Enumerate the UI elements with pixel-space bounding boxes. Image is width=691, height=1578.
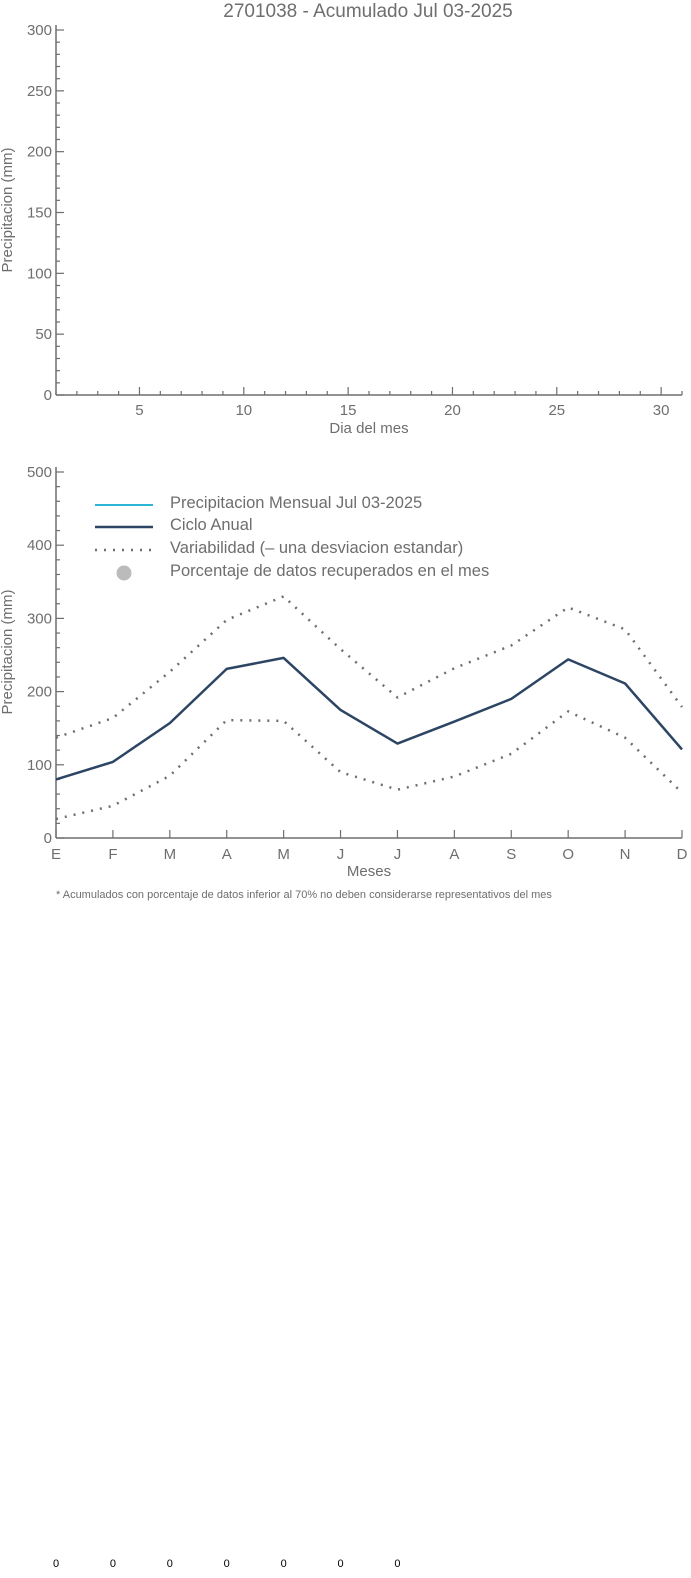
monthly-x-tick-label: J bbox=[337, 846, 345, 863]
monthly-x-tick-label: E bbox=[51, 846, 61, 863]
daily-x-tick-label: 10 bbox=[235, 402, 252, 419]
annual-cycle-line bbox=[55, 656, 683, 781]
daily-x-tick-label: 5 bbox=[135, 402, 143, 419]
monthly-y-tick-label: 400 bbox=[27, 537, 52, 554]
daily-y-tick-label: 200 bbox=[27, 144, 52, 161]
monthly-y-tick-label: 300 bbox=[27, 610, 52, 627]
daily-y-tick-label: 50 bbox=[35, 326, 52, 343]
daily-y-axis-label: Precipitacion (mm) bbox=[0, 147, 16, 272]
monthly-x-tick-label: F bbox=[108, 846, 117, 863]
monthly-x-tick-label: A bbox=[449, 846, 459, 863]
percent-value: 0 bbox=[53, 1558, 59, 1570]
daily-x-ticks: 5 10 15 20 25 30 bbox=[55, 387, 683, 419]
percent-value: 0 bbox=[167, 1558, 173, 1570]
percent-value: 0 bbox=[281, 1558, 287, 1570]
variability-line-1 bbox=[55, 595, 684, 739]
percent-value: 0 bbox=[110, 1558, 116, 1570]
legend-marker-porcentaje bbox=[116, 565, 132, 581]
monthly-y-axis-label: Precipitacion (mm) bbox=[0, 589, 16, 714]
monthly-x-tick-label: J bbox=[394, 846, 402, 863]
monthly-y-tick-label: 100 bbox=[27, 757, 52, 774]
chart-title: 2701038 - Acumulado Jul 03-2025 bbox=[223, 1, 512, 22]
daily-y-tick-label: 250 bbox=[27, 83, 52, 100]
monthly-x-tick-label: S bbox=[506, 846, 516, 863]
monthly-x-tick-label: M bbox=[277, 846, 290, 863]
percent-row: 0 0 0 0 0 0 0 bbox=[53, 1558, 401, 1570]
monthly-x-tick-label: N bbox=[620, 846, 631, 863]
percent-value: 0 bbox=[224, 1558, 230, 1570]
daily-y-tick-label: 150 bbox=[27, 205, 52, 222]
legend-label-variabilidad: Variabilidad (– una desviacion estandar) bbox=[170, 539, 463, 557]
monthly-x-tick-label: O bbox=[562, 846, 574, 863]
legend: Precipitacion Mensual Jul 03-2025 Ciclo … bbox=[95, 494, 489, 581]
monthly-y-tick-label: 0 bbox=[44, 830, 52, 847]
legend-label-mensual: Precipitacion Mensual Jul 03-2025 bbox=[170, 494, 422, 512]
monthly-x-tick-label: D bbox=[677, 846, 688, 863]
monthly-x-axis-label: Meses bbox=[347, 863, 391, 880]
daily-y-tick-label: 0 bbox=[44, 387, 52, 404]
daily-x-axis-label: Dia del mes bbox=[329, 420, 408, 437]
daily-y-ticks: 0 50 100 150 200 250 300 bbox=[27, 22, 64, 404]
percent-value: 0 bbox=[337, 1558, 343, 1570]
monthly-series bbox=[55, 595, 684, 821]
daily-x-tick-label: 15 bbox=[340, 402, 357, 419]
legend-label-porcentaje: Porcentaje de datos recuperados en el me… bbox=[170, 562, 489, 580]
monthly-y-tick-label: 200 bbox=[27, 684, 52, 701]
footnote: * Acumulados con porcentaje de datos inf… bbox=[56, 889, 552, 901]
daily-x-tick-label: 25 bbox=[548, 402, 565, 419]
daily-chart: 2701038 - Acumulado Jul 03-2025 0 50 100 15… bbox=[0, 1, 683, 437]
monthly-x-tick-label: M bbox=[164, 846, 177, 863]
daily-x-tick-label: 30 bbox=[653, 402, 670, 419]
daily-y-tick-label: 100 bbox=[27, 265, 52, 282]
daily-y-tick-label: 300 bbox=[27, 22, 52, 39]
monthly-y-ticks: 0 100 200 300 400 500 bbox=[27, 464, 64, 847]
monthly-chart: 0 100 200 300 400 500 E F M A M J J A S O N D Meses Prec… bbox=[0, 464, 688, 901]
percent-value: 0 bbox=[394, 1558, 400, 1570]
monthly-y-tick-label: 500 bbox=[27, 464, 52, 481]
monthly-x-tick-label: A bbox=[222, 846, 232, 863]
legend-label-ciclo: Ciclo Anual bbox=[170, 516, 253, 534]
daily-x-tick-label: 20 bbox=[444, 402, 461, 419]
